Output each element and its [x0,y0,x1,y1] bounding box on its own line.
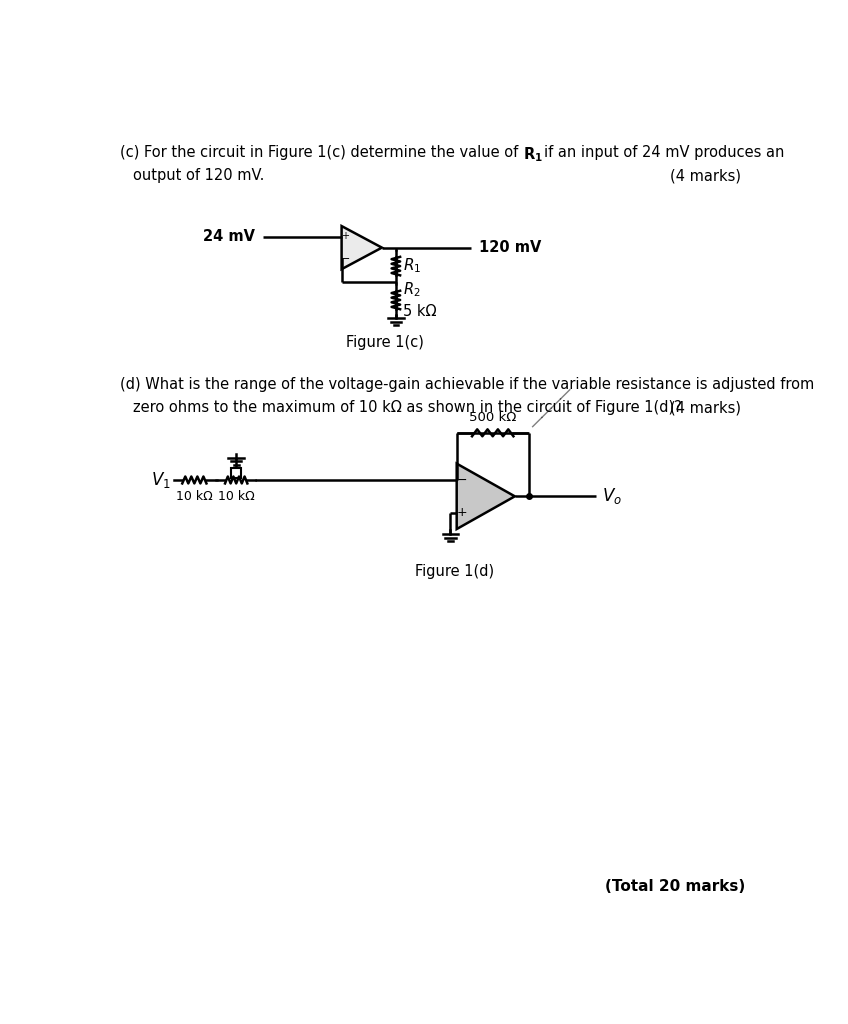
Text: +: + [457,506,467,519]
Text: 24 mV: 24 mV [203,229,254,245]
Text: output of 120 mV.: output of 120 mV. [133,168,265,183]
Text: −: − [341,254,350,264]
Bar [232,468,241,478]
Text: (d) What is the range of the voltage-gain achievable if the variable resistance : (d) What is the range of the voltage-gai… [120,377,814,392]
Polygon shape [342,226,382,269]
Text: 120 mV: 120 mV [479,240,541,255]
Text: $V_1$: $V_1$ [151,470,170,489]
Text: $V_o$: $V_o$ [602,486,622,506]
Text: if an input of 24 mV produces an: if an input of 24 mV produces an [544,145,784,160]
Text: (4 marks): (4 marks) [671,400,741,415]
Text: 10 kΩ: 10 kΩ [176,489,213,503]
Text: (4 marks): (4 marks) [671,168,741,183]
Text: 500 kΩ: 500 kΩ [469,411,516,424]
Text: 10 kΩ: 10 kΩ [218,489,254,503]
Text: Figure 1(c): Figure 1(c) [346,335,424,349]
Polygon shape [457,464,515,529]
Text: (c) For the circuit in Figure 1(c) determine the value of: (c) For the circuit in Figure 1(c) deter… [120,145,523,160]
Text: $\mathbf{R_1}$: $\mathbf{R_1}$ [523,145,543,164]
Text: zero ohms to the maximum of 10 kΩ as shown in the circuit of Figure 1(d)?: zero ohms to the maximum of 10 kΩ as sho… [133,400,682,415]
Text: $R_2$
5 kΩ: $R_2$ 5 kΩ [403,281,437,319]
Text: +: + [342,231,349,241]
Text: Figure 1(d): Figure 1(d) [416,563,494,579]
Text: (Total 20 marks): (Total 20 marks) [605,880,745,894]
Text: −: − [457,473,467,486]
Text: $R_1$: $R_1$ [403,257,421,275]
